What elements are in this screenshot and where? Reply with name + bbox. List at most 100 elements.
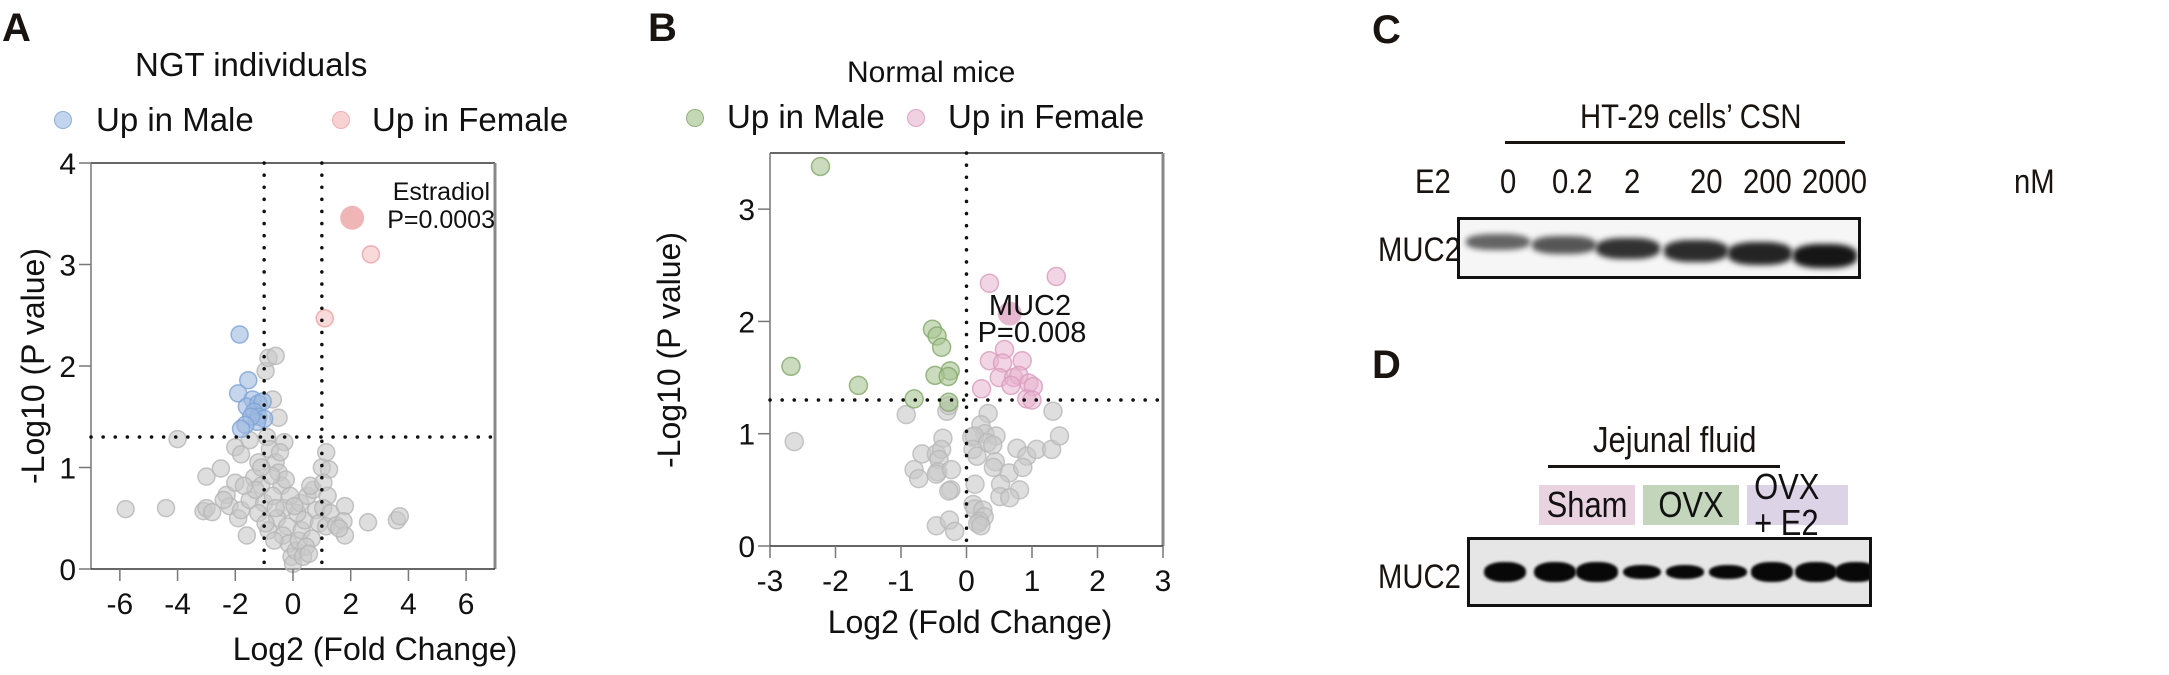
- blot-c-dose-label: 20: [1690, 163, 1723, 201]
- data-point-not-significant: [1049, 426, 1070, 446]
- blot-d-membrane: [1467, 537, 1872, 607]
- blot-c-band: [1596, 238, 1660, 260]
- blot-c-dose-label: 2000: [1802, 163, 1868, 201]
- data-point-not-significant: [266, 498, 285, 518]
- legend-marker-male-a: [54, 111, 72, 129]
- blot-d-protein-label: MUC2: [1378, 558, 1461, 596]
- data-point-up-in-female: [361, 245, 381, 264]
- x-tick-label: 6: [458, 588, 475, 621]
- blot-c-band: [1664, 240, 1728, 262]
- blot-d-band: [1835, 562, 1869, 582]
- blot-d-group-label: OVX + E2: [1754, 466, 1820, 543]
- data-point-not-significant: [156, 498, 176, 518]
- x-tick-label: 0: [285, 588, 302, 621]
- blot-c-dose-label: 0: [1500, 163, 1517, 201]
- x-tick-label: 2: [342, 588, 359, 621]
- volcano-plot-a: -6 -4 -2 0 2 4 6 0 1 2 3 4 Estradiol P=0.0003 Log2 …: [15, 148, 518, 667]
- y-tick-label: 2: [59, 351, 76, 384]
- blot-c-dose-label: 200: [1743, 163, 1792, 201]
- blot-d-group-label: Sham: [1546, 484, 1628, 525]
- y-tick-label: 4: [59, 148, 76, 181]
- x-tick-label: 2: [1089, 565, 1106, 598]
- data-point-not-significant: [784, 431, 804, 452]
- panel-label-c: C: [1372, 8, 1401, 52]
- data-point-not-significant: [211, 459, 231, 478]
- data-point-not-significant: [316, 443, 336, 462]
- data-point-not-significant: [971, 516, 991, 536]
- blot-d-band: [1622, 564, 1662, 580]
- blot-d-band: [1576, 562, 1618, 582]
- y-axis-label-a: -Log10 (P value): [15, 248, 51, 484]
- blot-d-group-label: OVX: [1658, 484, 1724, 525]
- x-axis-label-a: Log2 (Fold Change): [233, 631, 518, 667]
- data-point-not-significant: [908, 468, 929, 489]
- data-point-up-in-male: [939, 392, 959, 413]
- data-point-not-significant: [168, 429, 187, 449]
- data-point-not-significant: [299, 544, 319, 564]
- blot-d-group-ovx-e2: OVX + E2: [1747, 469, 1848, 541]
- data-point-not-significant: [256, 514, 275, 533]
- data-point-not-significant: [1013, 457, 1033, 478]
- data-point-up-in-female: [997, 301, 1022, 326]
- data-point-not-significant: [234, 476, 254, 496]
- data-point-not-significant: [982, 435, 1003, 455]
- blot-c-band: [1466, 234, 1530, 251]
- y-axis-label-b: -Log10 (P value): [651, 232, 687, 468]
- data-point-up-in-female: [1001, 375, 1021, 396]
- x-tick-label: 1: [1024, 565, 1041, 598]
- data-point-not-significant: [1043, 401, 1063, 422]
- x-tick-label: 4: [400, 588, 417, 621]
- blot-d-band: [1534, 562, 1576, 582]
- volcano-plot-b: -3 -2 -1 0 1 2 3 0 1 2 3 MUC2 P=0.008 Log2 (Fold C…: [651, 151, 1171, 640]
- annotation-muc2-pvalue: P=0.008: [978, 317, 1087, 349]
- legend-marker-male-b: [686, 109, 704, 127]
- blot-d-header-line: [1548, 465, 1780, 468]
- data-point-not-significant: [965, 474, 985, 494]
- blot-d-band: [1751, 562, 1793, 582]
- data-point-not-significant: [252, 458, 271, 477]
- y-tick-label: 3: [738, 194, 755, 227]
- y-tick-label: 2: [738, 306, 755, 339]
- y-tick-label: 0: [59, 554, 76, 587]
- data-point-up-in-male: [810, 156, 831, 177]
- data-point-not-significant: [202, 502, 222, 522]
- panel-label-d: D: [1372, 343, 1401, 387]
- data-point-not-significant: [967, 446, 987, 466]
- data-point-not-significant: [231, 445, 251, 464]
- y-tick-label: 0: [738, 531, 755, 564]
- data-point-not-significant: [264, 531, 284, 550]
- y-tick-label: 1: [738, 419, 755, 452]
- blot-c-unit: nM: [2014, 163, 2055, 201]
- data-point-up-in-male: [231, 419, 251, 439]
- chart-a-title: NGT individuals: [135, 46, 368, 83]
- data-point-up-in-female: [971, 379, 992, 399]
- data-point-not-significant: [941, 459, 962, 480]
- blot-d-band: [1795, 562, 1837, 582]
- data-point-not-significant: [237, 526, 257, 545]
- blot-c-dose-label: 0.2: [1552, 163, 1593, 201]
- blot-d-band: [1484, 562, 1526, 582]
- legend-marker-female-b: [907, 109, 925, 127]
- legend-label-male-b: Up in Male: [727, 98, 885, 135]
- data-point-not-significant: [270, 443, 290, 462]
- legend-marker-female-a: [332, 111, 350, 129]
- data-point-not-significant: [285, 496, 304, 516]
- x-tick-label: -3: [757, 565, 784, 598]
- panel-label-b: B: [648, 6, 677, 50]
- data-point-not-significant: [329, 519, 349, 538]
- x-tick-label: -2: [222, 588, 249, 621]
- annotation-estradiol-name: Estradiol: [393, 178, 490, 206]
- blot-c-treatment-label: E2: [1415, 163, 1451, 201]
- data-point-up-in-male: [230, 325, 249, 344]
- data-point-up-in-male: [239, 370, 258, 390]
- x-tick-label: 0: [958, 565, 975, 598]
- data-point-up-in-female: [1046, 266, 1066, 287]
- data-point-up-in-male: [848, 375, 869, 396]
- data-point-not-significant: [197, 467, 216, 486]
- x-axis-label-b: Log2 (Fold Change): [828, 604, 1113, 640]
- blot-d-header: Jejunal fluid: [1593, 419, 1757, 460]
- legend-label-male-a: Up in Male: [96, 101, 254, 138]
- blot-c-band: [1793, 244, 1857, 268]
- blot-d-group-sham: Sham: [1539, 485, 1635, 525]
- blot-c-membrane: [1457, 217, 1861, 279]
